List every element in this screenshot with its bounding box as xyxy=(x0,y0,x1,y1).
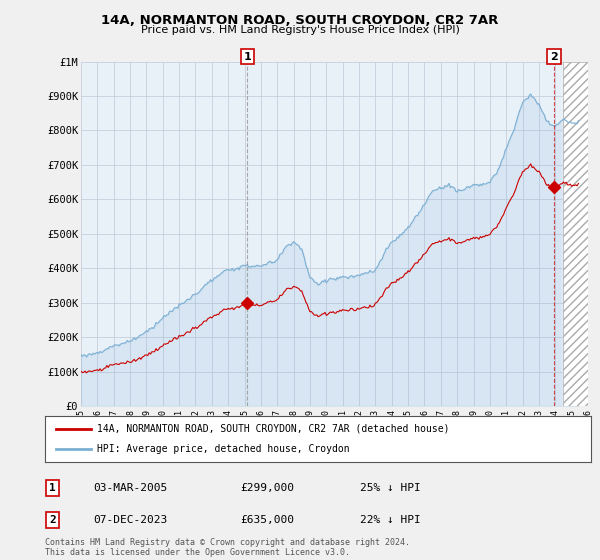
Text: 03-MAR-2005: 03-MAR-2005 xyxy=(93,483,167,493)
Text: 1: 1 xyxy=(49,483,56,493)
Text: 2: 2 xyxy=(49,515,56,525)
Bar xyxy=(563,62,588,406)
Text: £299,000: £299,000 xyxy=(240,483,294,493)
Text: 2: 2 xyxy=(550,52,558,62)
Text: 22% ↓ HPI: 22% ↓ HPI xyxy=(360,515,421,525)
Text: 14A, NORMANTON ROAD, SOUTH CROYDON, CR2 7AR (detached house): 14A, NORMANTON ROAD, SOUTH CROYDON, CR2 … xyxy=(97,424,449,434)
Text: Contains HM Land Registry data © Crown copyright and database right 2024.
This d: Contains HM Land Registry data © Crown c… xyxy=(45,538,410,557)
Text: 25% ↓ HPI: 25% ↓ HPI xyxy=(360,483,421,493)
Bar xyxy=(563,62,588,406)
Text: 14A, NORMANTON ROAD, SOUTH CROYDON, CR2 7AR: 14A, NORMANTON ROAD, SOUTH CROYDON, CR2 … xyxy=(101,14,499,27)
Text: 07-DEC-2023: 07-DEC-2023 xyxy=(93,515,167,525)
Text: HPI: Average price, detached house, Croydon: HPI: Average price, detached house, Croy… xyxy=(97,444,349,454)
Text: Price paid vs. HM Land Registry's House Price Index (HPI): Price paid vs. HM Land Registry's House … xyxy=(140,25,460,35)
Text: 1: 1 xyxy=(244,52,251,62)
Bar xyxy=(563,62,588,406)
Text: £635,000: £635,000 xyxy=(240,515,294,525)
